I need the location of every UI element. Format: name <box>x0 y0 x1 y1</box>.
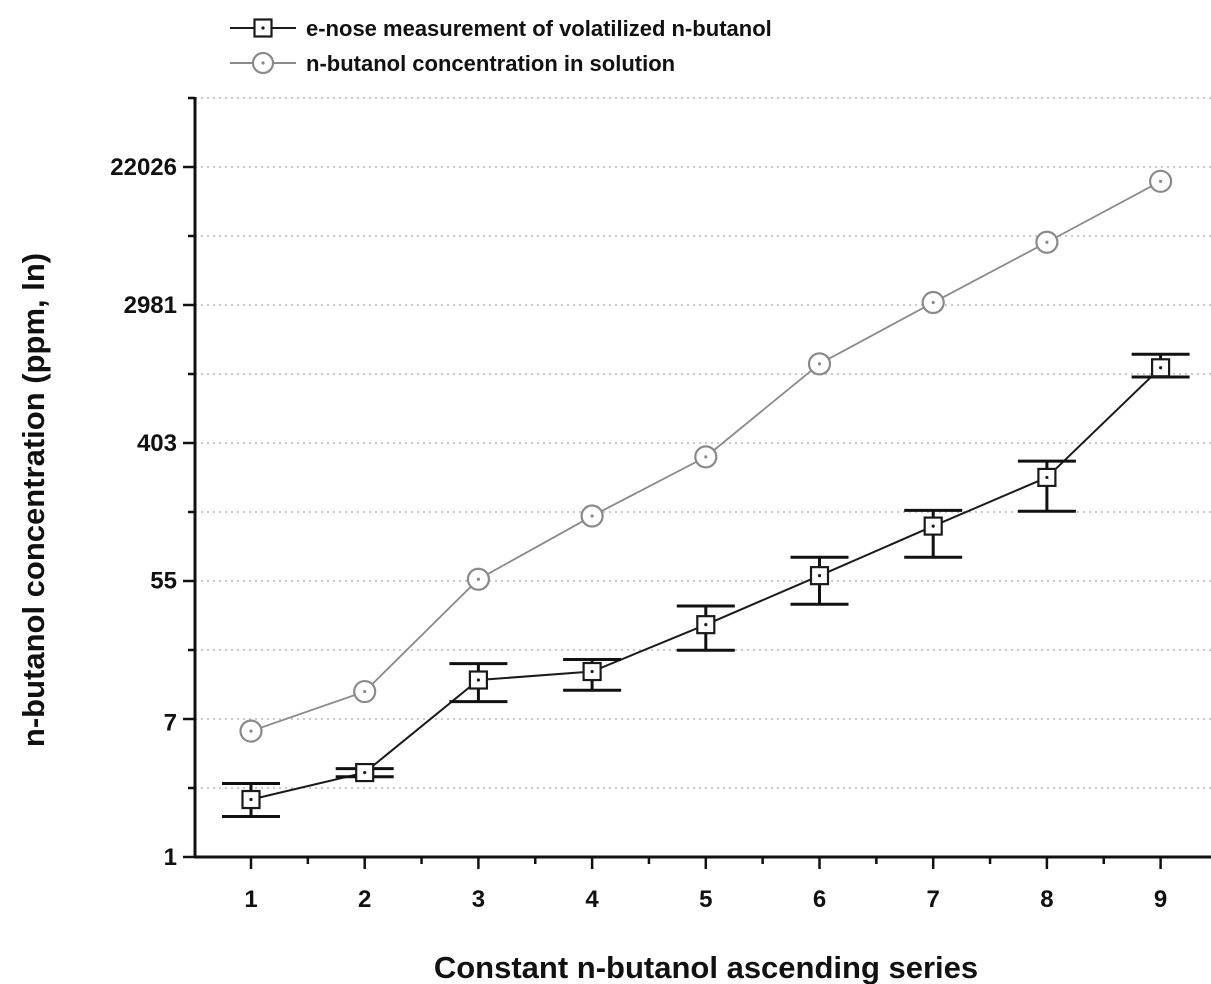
x-tick-label: 2 <box>358 886 371 913</box>
series-layer <box>222 169 1190 818</box>
legend-marker-center <box>261 61 265 65</box>
data-point-center <box>590 514 594 518</box>
data-point-center <box>817 362 822 366</box>
y-tick-label: 2981 <box>124 292 177 319</box>
data-point-center <box>249 797 253 802</box>
data-point-center <box>1045 475 1049 480</box>
legend-label: n-butanol concentration in solution <box>306 51 675 76</box>
series-solution <box>239 169 1173 743</box>
x-tick-label: 6 <box>813 886 826 913</box>
y-tick-label: 7 <box>164 710 177 737</box>
data-point-center <box>590 669 594 674</box>
y-tick-label: 55 <box>150 567 177 594</box>
x-tick-label: 4 <box>585 886 599 913</box>
legend-item-solution: n-butanol concentration in solution <box>230 51 675 76</box>
data-point-center <box>249 729 253 733</box>
y-axis-ticks: 1 7 55 403 2981 22026 <box>110 96 195 871</box>
data-point-center <box>931 524 935 528</box>
x-axis-title: Constant n-butanol ascending series <box>434 950 978 984</box>
x-tick-label: 3 <box>472 886 485 913</box>
x-tick-label: 1 <box>244 886 257 913</box>
legend-marker-center <box>261 26 265 30</box>
data-point-center <box>1159 179 1163 183</box>
x-tick-label: 8 <box>1040 886 1053 913</box>
y-axis-title: n-butanol concentration (ppm, ln) <box>16 253 51 747</box>
legend-item-enose: e-nose measurement of volatilized n-buta… <box>230 16 772 41</box>
x-tick-label: 9 <box>1154 886 1167 913</box>
data-point-center <box>1045 240 1049 244</box>
x-tick-label: 5 <box>699 886 712 913</box>
legend: e-nose measurement of volatilized n-buta… <box>230 16 772 76</box>
data-point-center <box>1159 366 1163 370</box>
series-enose <box>222 352 1190 818</box>
legend-label: e-nose measurement of volatilized n-buta… <box>306 16 772 41</box>
data-point-center <box>704 455 708 459</box>
y-tick-label: 1 <box>164 844 177 871</box>
series-line <box>250 367 1162 801</box>
x-tick-label: 7 <box>927 886 940 913</box>
y-tick-label: 22026 <box>110 154 177 181</box>
axes <box>193 97 1211 859</box>
data-point-center <box>363 689 367 694</box>
gridlines <box>195 97 1211 789</box>
data-point-center <box>363 770 367 775</box>
data-point-center <box>476 678 480 682</box>
x-axis-ticks: 1 2 3 4 5 6 7 8 9 <box>244 857 1167 913</box>
data-point-center <box>476 577 480 581</box>
data-point-center <box>931 300 935 305</box>
data-point-center <box>704 623 708 627</box>
data-point-center <box>817 574 822 578</box>
y-tick-label: 403 <box>137 430 177 457</box>
